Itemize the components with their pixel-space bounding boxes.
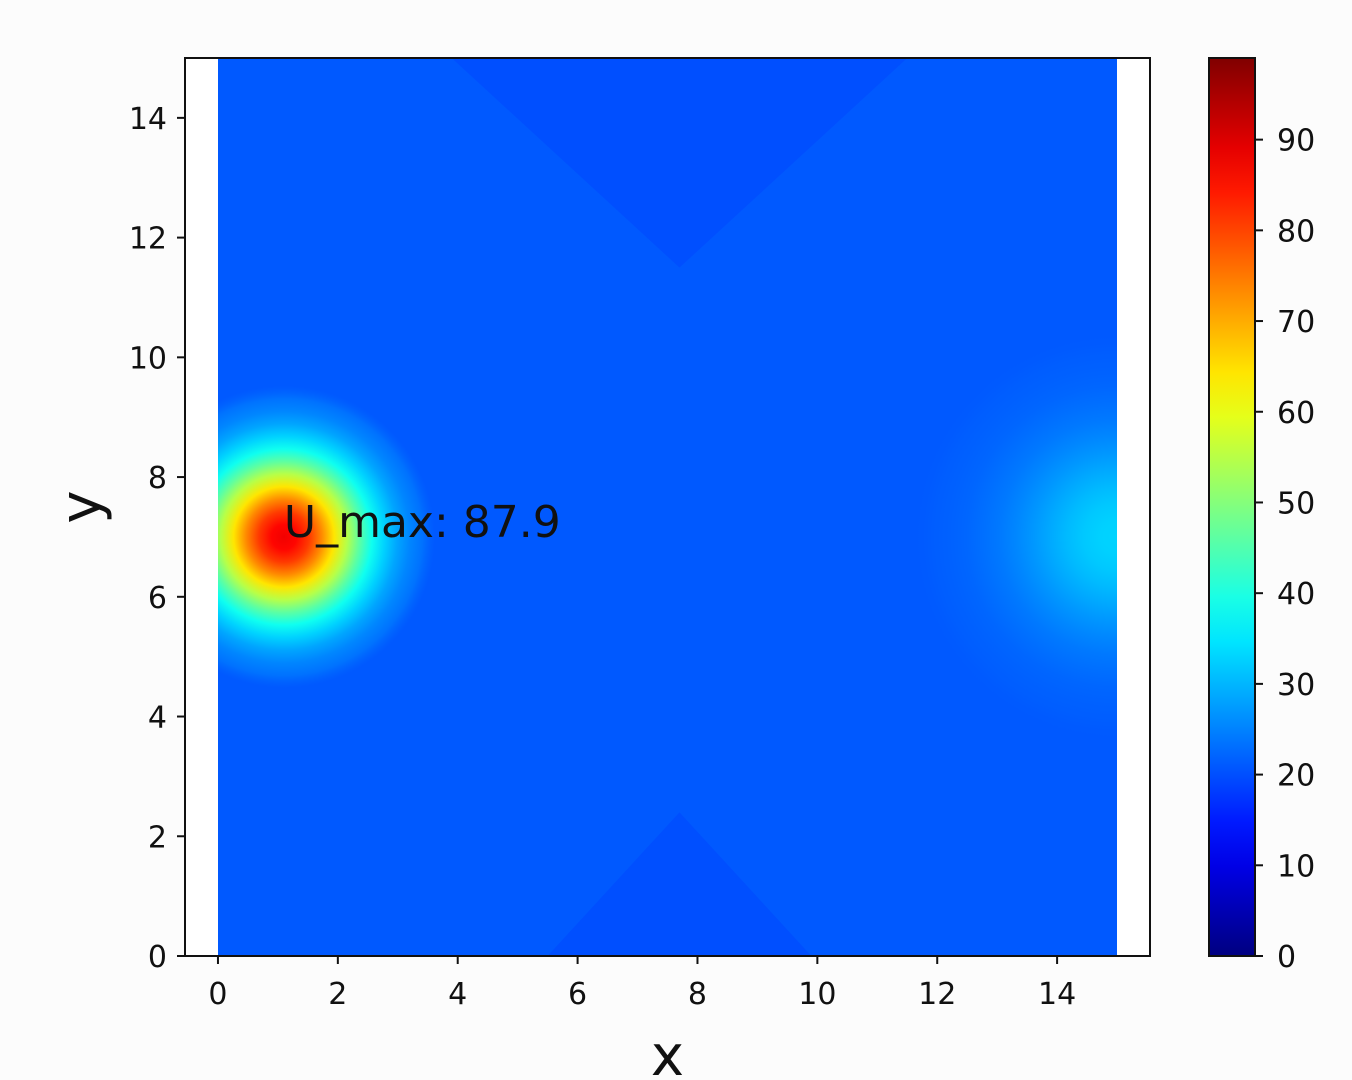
colorbar-tick-label: 50 bbox=[1277, 486, 1315, 521]
y-axis-label: y bbox=[49, 490, 114, 523]
colorbar-tick-label: 70 bbox=[1277, 305, 1315, 340]
x-axis-label: x bbox=[651, 1024, 684, 1080]
y-tick-label: 4 bbox=[148, 701, 167, 736]
hotspot-edge bbox=[915, 335, 1118, 739]
field-region-top bbox=[451, 58, 908, 268]
y-axis-ticks: 0 2 4 6 8 10 12 14 bbox=[129, 102, 185, 975]
field-region-bottom bbox=[547, 812, 812, 956]
colorbar-tick-label: 60 bbox=[1277, 396, 1315, 431]
colorbar-tick-label: 10 bbox=[1277, 849, 1315, 884]
y-tick-label: 6 bbox=[148, 581, 167, 616]
x-axis-ticks: 0 2 4 6 8 10 12 14 bbox=[208, 956, 1076, 1012]
colorbar-tick-label: 80 bbox=[1277, 214, 1315, 249]
plot-area bbox=[184, 57, 1151, 957]
x-tick-label: 4 bbox=[448, 977, 467, 1012]
colorbar-tick-label: 40 bbox=[1277, 577, 1315, 612]
x-tick-label: 0 bbox=[208, 977, 227, 1012]
x-tick-label: 10 bbox=[798, 977, 836, 1012]
x-tick-label: 12 bbox=[918, 977, 956, 1012]
x-tick-label: 2 bbox=[328, 977, 347, 1012]
x-tick-label: 8 bbox=[688, 977, 707, 1012]
y-tick-label: 14 bbox=[129, 102, 167, 137]
x-tick-label: 14 bbox=[1038, 977, 1076, 1012]
y-tick-label: 0 bbox=[148, 940, 167, 975]
colorbar-tick-label: 20 bbox=[1277, 759, 1315, 794]
hotspot-main bbox=[217, 385, 435, 688]
colorbar-tick-label: 90 bbox=[1277, 124, 1315, 159]
colorbar-tick-label: 0 bbox=[1277, 940, 1296, 975]
y-tick-label: 10 bbox=[129, 341, 167, 376]
y-tick-label: 12 bbox=[129, 222, 167, 257]
u-max-annotation: U_max: 87.9 bbox=[284, 497, 561, 548]
colorbar-ticks: 0 10 20 30 40 50 60 70 80 90 bbox=[1255, 124, 1315, 975]
colorbar-scale bbox=[1208, 57, 1256, 957]
y-tick-label: 2 bbox=[148, 820, 167, 855]
colorbar-tick-label: 30 bbox=[1277, 668, 1315, 703]
y-tick-label: 8 bbox=[148, 461, 167, 496]
axes-frame bbox=[184, 57, 1151, 957]
colorbar: 0 10 20 30 40 50 60 70 80 90 bbox=[1208, 57, 1315, 975]
x-tick-label: 6 bbox=[568, 977, 587, 1012]
